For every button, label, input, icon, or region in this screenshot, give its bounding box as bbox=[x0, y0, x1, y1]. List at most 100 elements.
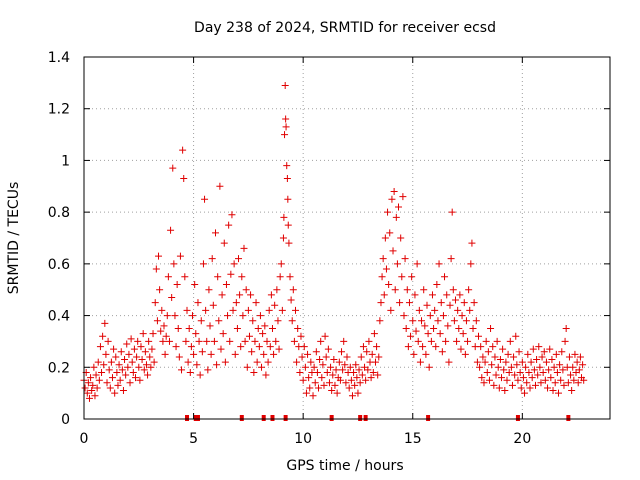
data-point bbox=[352, 361, 360, 369]
data-point bbox=[444, 322, 452, 330]
data-point bbox=[416, 358, 424, 366]
data-point bbox=[386, 229, 394, 237]
data-point bbox=[161, 350, 169, 358]
data-point bbox=[286, 273, 294, 281]
data-point bbox=[480, 379, 488, 387]
data-point bbox=[505, 368, 513, 376]
data-point bbox=[153, 317, 161, 325]
data-point bbox=[118, 366, 126, 374]
data-point bbox=[253, 358, 261, 366]
data-point bbox=[290, 337, 298, 345]
data-point bbox=[293, 358, 301, 366]
data-point bbox=[317, 337, 325, 345]
data-point bbox=[185, 325, 193, 332]
data-point bbox=[294, 325, 302, 332]
data-point bbox=[302, 389, 310, 397]
data-point bbox=[306, 384, 314, 392]
data-point bbox=[307, 358, 315, 366]
data-point bbox=[478, 374, 486, 382]
data-point bbox=[384, 208, 392, 216]
gap-marker bbox=[363, 415, 368, 421]
y-tick-label: 1.4 bbox=[48, 50, 70, 66]
data-point bbox=[285, 239, 293, 247]
data-point bbox=[504, 350, 512, 358]
data-point bbox=[558, 348, 566, 356]
data-point bbox=[264, 358, 272, 366]
data-point bbox=[485, 376, 493, 384]
data-point bbox=[101, 319, 109, 327]
data-point bbox=[145, 337, 153, 345]
data-point bbox=[241, 337, 249, 345]
data-point bbox=[201, 195, 209, 203]
gap-marker bbox=[426, 415, 431, 421]
data-point bbox=[564, 379, 572, 387]
data-point bbox=[138, 356, 146, 364]
data-point bbox=[413, 260, 421, 268]
data-point bbox=[196, 371, 204, 379]
data-point bbox=[404, 343, 412, 351]
data-point bbox=[407, 332, 415, 340]
data-point bbox=[218, 291, 226, 299]
data-point bbox=[83, 389, 91, 397]
data-point bbox=[206, 322, 214, 330]
data-point bbox=[547, 374, 555, 382]
data-point bbox=[345, 384, 353, 392]
y-tick-label: 0.8 bbox=[48, 205, 70, 221]
data-point bbox=[435, 260, 443, 268]
data-point bbox=[160, 322, 168, 330]
data-point bbox=[202, 306, 210, 314]
data-point bbox=[260, 350, 268, 358]
data-point bbox=[522, 363, 530, 371]
data-point bbox=[258, 363, 266, 371]
data-point bbox=[343, 353, 351, 361]
data-point bbox=[99, 332, 107, 340]
data-point bbox=[322, 353, 330, 361]
data-point bbox=[133, 353, 141, 361]
data-point bbox=[270, 350, 278, 358]
data-point bbox=[454, 306, 462, 314]
data-point bbox=[565, 353, 573, 361]
data-point bbox=[217, 345, 225, 353]
data-point bbox=[283, 175, 291, 183]
data-point bbox=[151, 299, 159, 307]
data-point bbox=[229, 306, 237, 314]
data-point bbox=[287, 296, 295, 304]
data-point bbox=[484, 348, 492, 356]
data-point bbox=[92, 371, 100, 379]
data-point bbox=[136, 376, 144, 384]
data-point bbox=[297, 332, 305, 340]
data-point bbox=[279, 234, 287, 242]
data-point bbox=[219, 330, 227, 338]
data-point bbox=[249, 317, 257, 325]
data-point bbox=[521, 389, 529, 397]
data-point bbox=[560, 381, 568, 389]
data-point bbox=[518, 358, 526, 366]
data-point bbox=[96, 343, 104, 351]
data-point bbox=[237, 343, 245, 351]
plot-frame bbox=[83, 56, 611, 420]
data-point bbox=[268, 325, 276, 332]
data-point bbox=[198, 348, 206, 356]
data-point bbox=[128, 358, 136, 366]
data-point bbox=[434, 317, 442, 325]
data-point bbox=[373, 343, 381, 351]
data-point bbox=[106, 384, 114, 392]
data-point bbox=[134, 337, 142, 345]
x-tick-label: 10 bbox=[294, 431, 312, 447]
data-point bbox=[137, 343, 145, 351]
data-point bbox=[267, 291, 275, 299]
data-point bbox=[382, 265, 390, 273]
gap-marker bbox=[515, 415, 520, 421]
data-point bbox=[487, 325, 495, 332]
data-point bbox=[439, 312, 447, 320]
data-point bbox=[278, 306, 286, 314]
data-point bbox=[289, 286, 297, 294]
data-point bbox=[475, 332, 482, 340]
data-point bbox=[576, 353, 584, 361]
data-point bbox=[299, 376, 307, 384]
data-point bbox=[182, 337, 190, 345]
data-point bbox=[259, 330, 267, 338]
y-tick-label: 1 bbox=[61, 153, 70, 169]
data-point bbox=[204, 366, 212, 374]
data-point bbox=[500, 366, 508, 374]
